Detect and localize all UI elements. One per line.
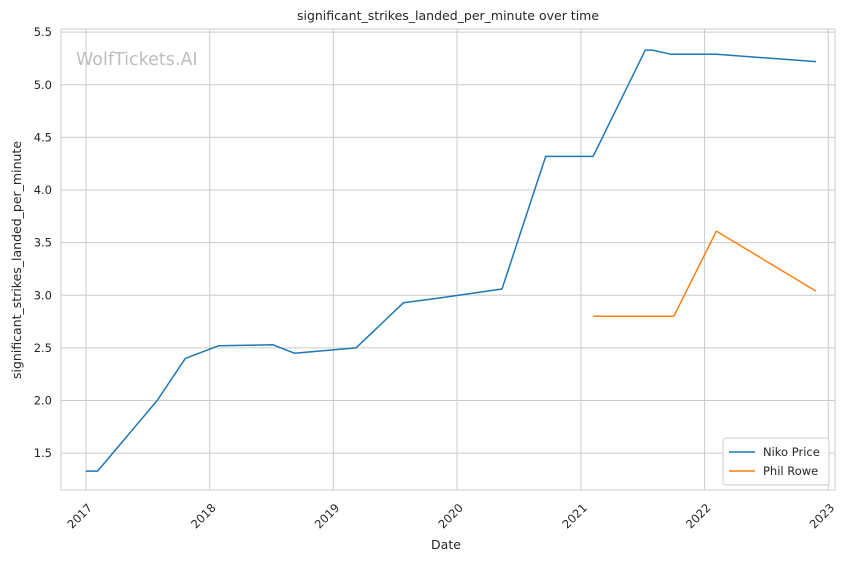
- series-lines: [85, 49, 817, 472]
- grid: [61, 29, 835, 490]
- x-axis-label: Date: [431, 537, 461, 552]
- y-tick-label: 4.5: [34, 130, 52, 144]
- legend-label-phil-rowe: Phil Rowe: [763, 464, 818, 478]
- series-line-niko-price: [85, 49, 817, 472]
- legend-box: [722, 437, 830, 486]
- y-tick-label: 3.5: [34, 236, 52, 250]
- series-line-phil-rowe: [593, 230, 817, 318]
- y-tick-label: 2.5: [34, 341, 52, 355]
- y-tick-label: 1.5: [34, 446, 52, 460]
- legend: Niko Price Phil Rowe: [722, 437, 830, 486]
- y-axis-label: significant_strikes_landed_per_minute: [9, 141, 24, 379]
- y-tick-label: 5.0: [34, 78, 52, 92]
- legend-label-niko-price: Niko Price: [763, 445, 820, 459]
- watermark: WolfTickets.AI: [76, 50, 198, 70]
- y-tick-label: 5.5: [34, 25, 52, 39]
- y-tick-label: 2.0: [34, 394, 52, 408]
- chart-title: significant_strikes_landed_per_minute ov…: [297, 8, 599, 23]
- y-tick-label: 4.0: [34, 183, 52, 197]
- plot-area: [60, 28, 836, 491]
- y-tick-label: 3.0: [34, 288, 52, 302]
- y-tick-labels: 1.5 2.0 2.5 3.0 3.5 4.0 4.5 5.0 5.5: [34, 25, 52, 460]
